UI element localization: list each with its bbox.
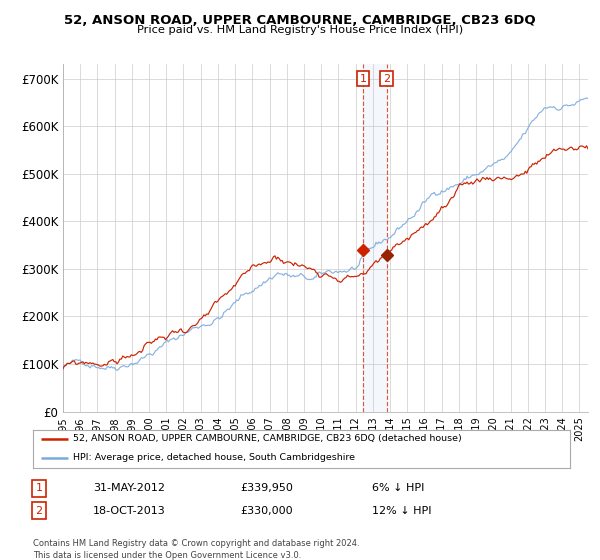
Text: 52, ANSON ROAD, UPPER CAMBOURNE, CAMBRIDGE, CB23 6DQ (detached house): 52, ANSON ROAD, UPPER CAMBOURNE, CAMBRID… (73, 434, 462, 443)
Text: 12% ↓ HPI: 12% ↓ HPI (372, 506, 431, 516)
Text: 18-OCT-2013: 18-OCT-2013 (93, 506, 166, 516)
Text: HPI: Average price, detached house, South Cambridgeshire: HPI: Average price, detached house, Sout… (73, 453, 355, 462)
Text: 1: 1 (35, 483, 43, 493)
Text: 1: 1 (359, 74, 367, 83)
Text: 2: 2 (35, 506, 43, 516)
Text: 2: 2 (383, 74, 390, 83)
Text: £330,000: £330,000 (240, 506, 293, 516)
Text: 6% ↓ HPI: 6% ↓ HPI (372, 483, 424, 493)
Text: Contains HM Land Registry data © Crown copyright and database right 2024.
This d: Contains HM Land Registry data © Crown c… (33, 539, 359, 560)
Text: 31-MAY-2012: 31-MAY-2012 (93, 483, 165, 493)
Bar (363, 64, 386, 412)
Text: £339,950: £339,950 (240, 483, 293, 493)
Text: 52, ANSON ROAD, UPPER CAMBOURNE, CAMBRIDGE, CB23 6DQ: 52, ANSON ROAD, UPPER CAMBOURNE, CAMBRID… (64, 14, 536, 27)
Text: Price paid vs. HM Land Registry's House Price Index (HPI): Price paid vs. HM Land Registry's House … (137, 25, 463, 35)
